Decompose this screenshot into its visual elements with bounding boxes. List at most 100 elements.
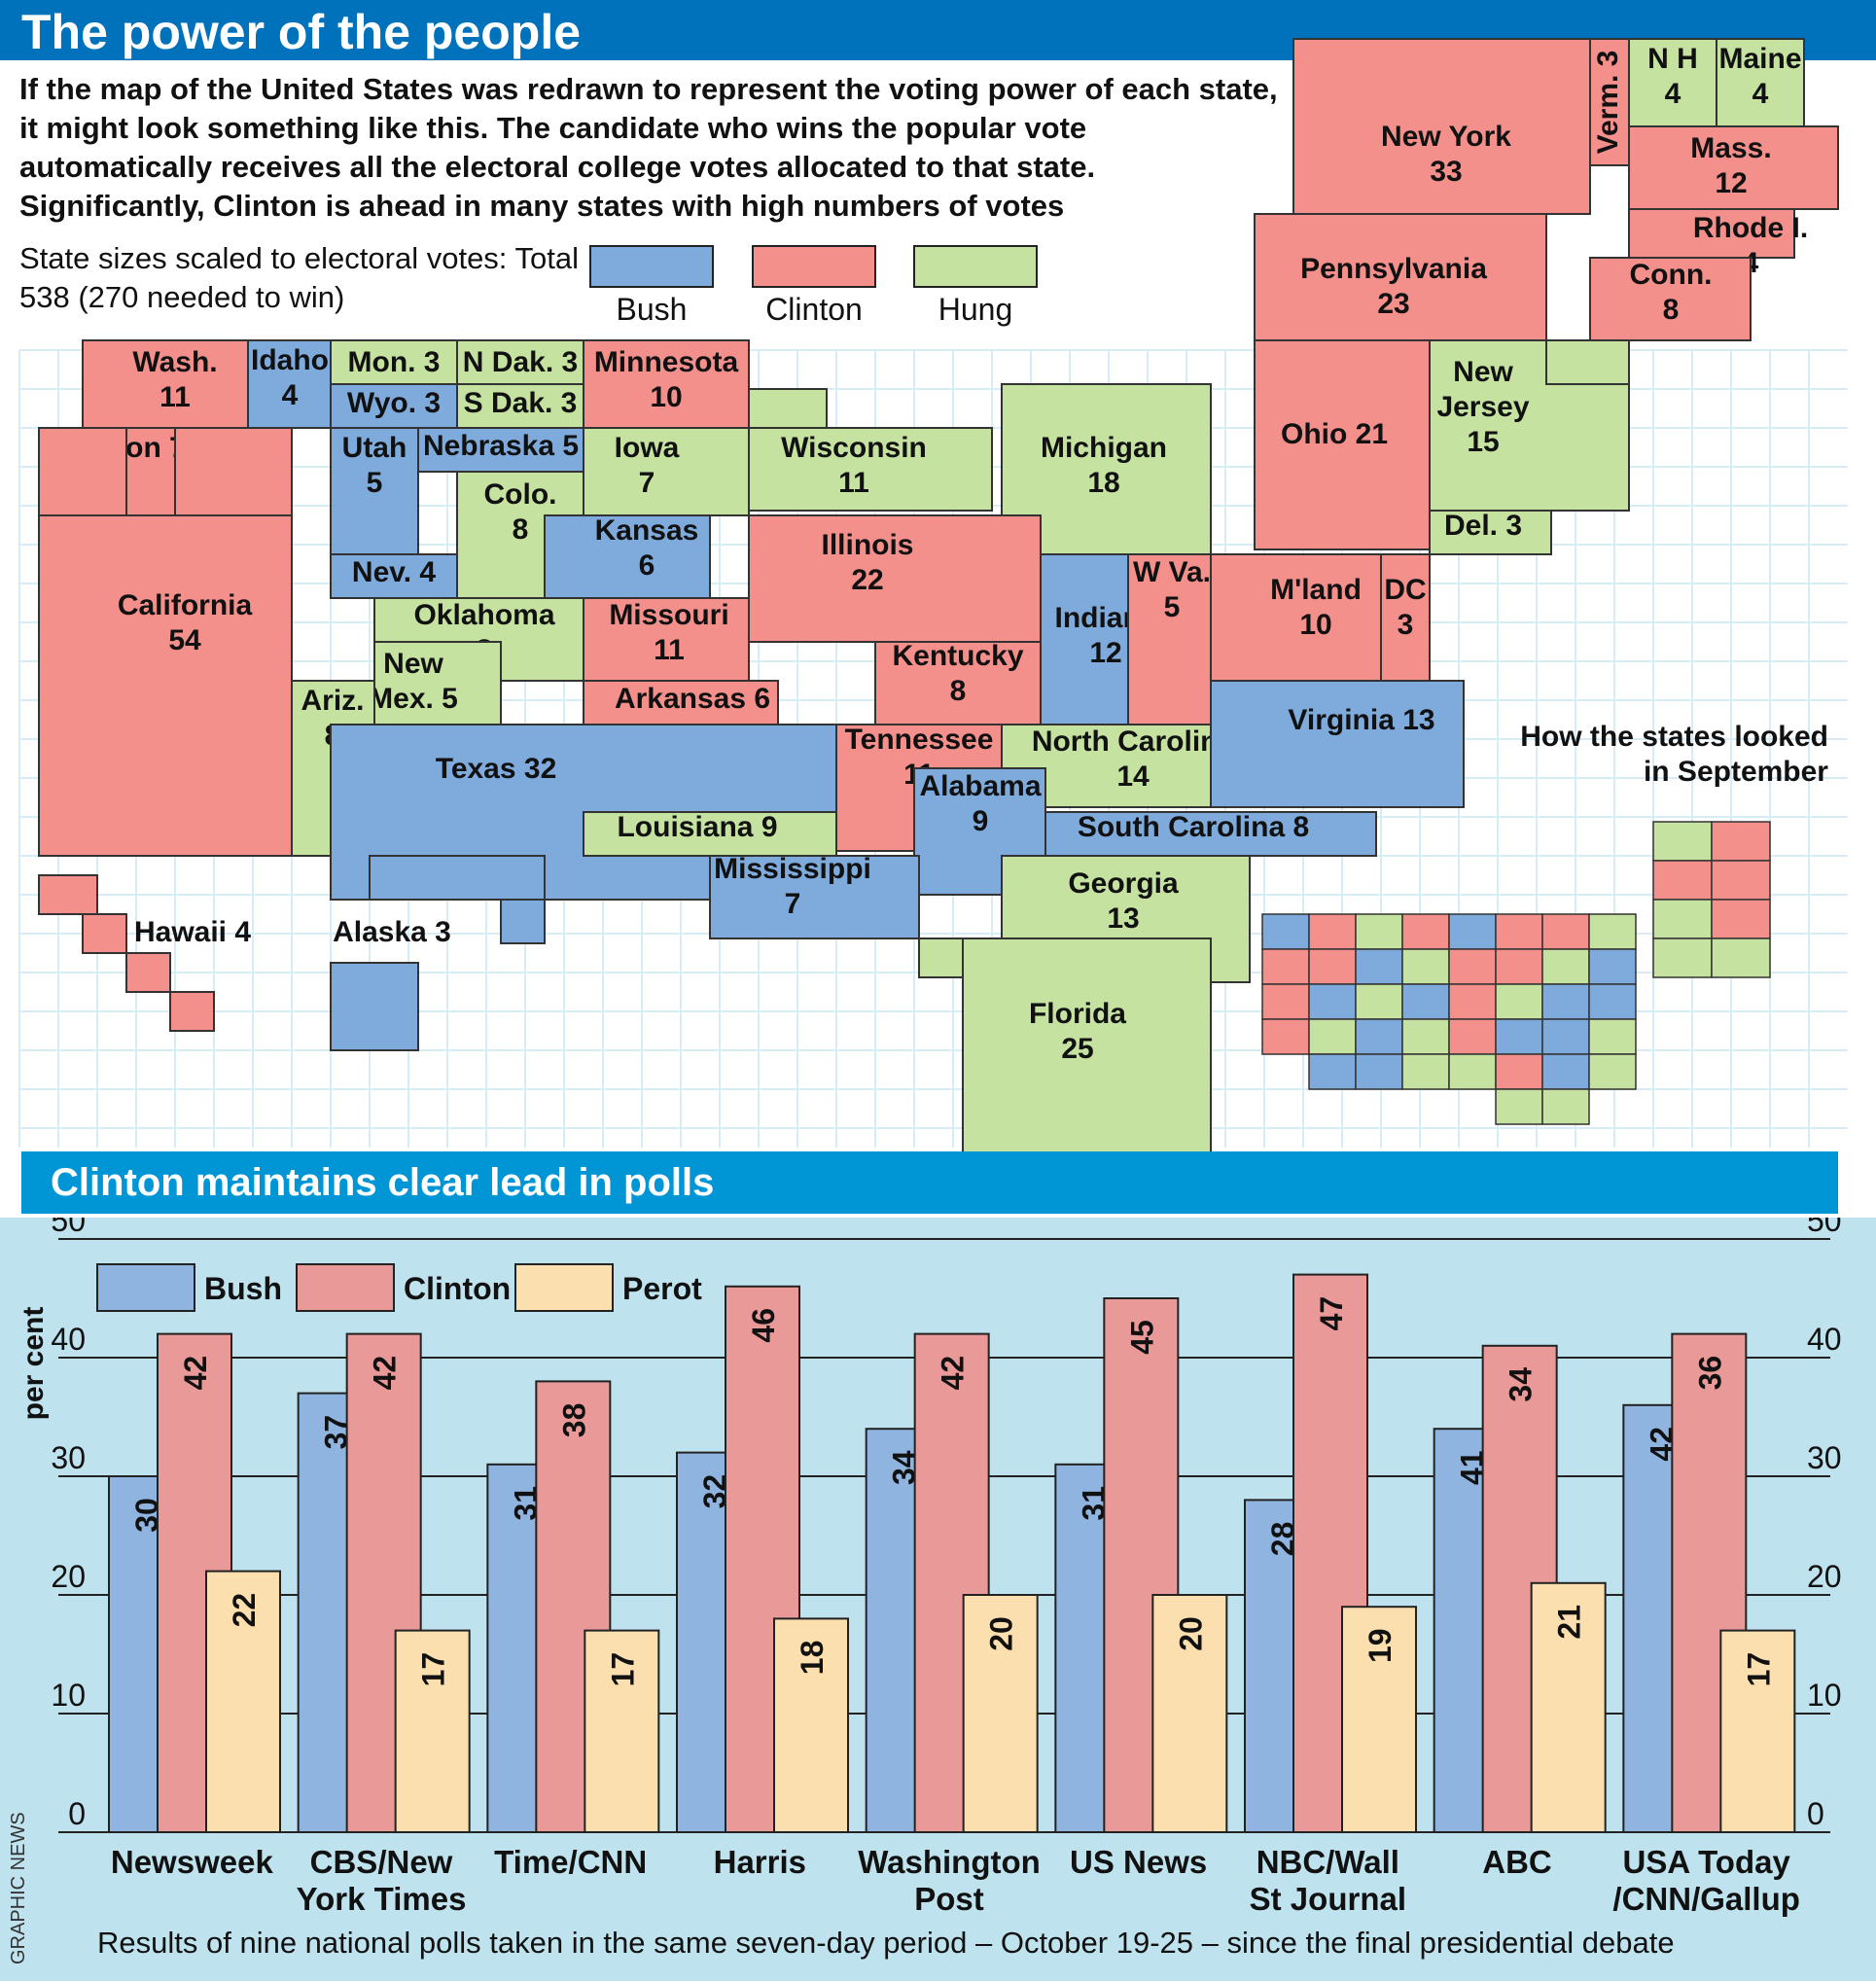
state-shape-nebraska (417, 427, 584, 473)
state-label-louisiana: Louisiana 9 (617, 811, 777, 843)
state-newyork: New York 33 (1292, 38, 1591, 215)
bar-label-perot-7: 19 (1363, 1628, 1398, 1663)
state-shape-wisconsin-1 (748, 388, 828, 429)
state-mland: M'land 10 (1210, 553, 1382, 682)
y-tick-left-30: 30 (51, 1440, 86, 1475)
state-shape-mass (1628, 125, 1839, 210)
state-shape-virginia (1210, 680, 1465, 808)
state-label-maine: Maine 4 (1718, 43, 1801, 110)
state-label-florida: Florida 25 (1029, 998, 1126, 1065)
state-mass: Mass. 12 (1628, 125, 1839, 210)
title-bar: The power of the people (0, 0, 1876, 60)
bar-label-perot-2: 17 (416, 1652, 451, 1687)
y-tick-left-20: 20 (51, 1559, 86, 1594)
bar-perot-9 (1719, 1629, 1796, 1833)
map-states: Wash. 11 Idaho 4 Mon. 3 N Dak. 3 Minnesota 10 Wy… (38, 38, 1839, 1197)
bar-label-clinton-9: 36 (1692, 1356, 1727, 1391)
bar-label-perot-3: 17 (605, 1652, 640, 1687)
state-shape-arkansas (583, 680, 779, 725)
y-tick-right-20: 20 (1807, 1559, 1842, 1594)
bar-label-clinton-8: 34 (1504, 1367, 1539, 1402)
legend-swatch-hung (913, 245, 1038, 288)
state-sdak: S Dak. 3 (456, 383, 584, 429)
state-label-colo: Colo. 8 (484, 478, 557, 546)
state-shape-ohio (1254, 339, 1431, 550)
state-shape-wva (1127, 553, 1212, 725)
bar-label-perot-1: 22 (227, 1593, 262, 1628)
x-category-3: Time/CNN (494, 1844, 647, 1880)
electoral-map: Wash. 11 Idaho 4 Mon. 3 N Dak. 3 Minnesota 10 Wy… (18, 38, 1848, 1197)
x-category-9: USA Today/CNN/Gallup (1612, 1844, 1800, 1917)
poll-bar-chart: 0 0 10 10 20 20 30 30 40 40 50 50 per cent Bush Clinto… (18, 1218, 1842, 1917)
x-category-7: NBC/Wall St Journal (1250, 1844, 1406, 1917)
state-label-ohio: Ohio 21 (1281, 418, 1388, 450)
state-newjersey: New Jersey 15 (1429, 339, 1630, 512)
legend-label-hung: Hung (938, 292, 1013, 327)
state-label-wash: Wash. 11 (132, 346, 217, 413)
state-shape-nh (1628, 38, 1717, 127)
state-label-california: California 54 (118, 589, 253, 656)
state-label-dc: DC 3 (1384, 574, 1426, 641)
footnote: Results of nine national polls taken in … (97, 1926, 1675, 1960)
state-shape-california-1 (38, 427, 127, 516)
state-label-newjersey: New Jersey 15 (1436, 356, 1529, 458)
state-nebraska: Nebraska 5 (417, 427, 584, 473)
state-label-mass: Mass. 12 (1690, 132, 1771, 199)
legend-swatch-bush (589, 245, 714, 288)
state-shape-hawaii-2 (125, 952, 171, 993)
y-tick-right-0: 0 (1807, 1796, 1824, 1831)
state-label-verm: Verm. 3 (1592, 51, 1624, 155)
bar-perot-2 (394, 1629, 471, 1833)
state-label-nebraska: Nebraska 5 (423, 430, 579, 462)
state-del: Del. 3 (1429, 510, 1552, 555)
bar-perot-1 (205, 1570, 281, 1833)
state-kentucky: Kentucky 8 (874, 640, 1042, 725)
chart-bars: 3042223742173138173246183442203145202847… (108, 1273, 1796, 1834)
state-newmex: New Mex. 5 (369, 641, 502, 725)
state-louisiana: Louisiana 9 (583, 811, 837, 857)
legend-key-bush (96, 1263, 195, 1312)
bar-label-perot-6: 20 (1173, 1616, 1208, 1651)
state-shape-dc (1380, 553, 1431, 682)
bar-label-perot-5: 20 (984, 1616, 1019, 1651)
state-alabama: Alabama 9 (913, 767, 1046, 896)
state-label-mon: Mon. 3 (348, 346, 441, 378)
bar-label-clinton-4: 46 (746, 1308, 781, 1343)
state-wyo: Wyo. 3 (330, 383, 458, 429)
state-label-alabama: Alabama 9 (919, 770, 1041, 837)
page-title: The power of the people (21, 5, 582, 59)
bar-label-clinton-7: 47 (1314, 1296, 1349, 1331)
state-label-iowa: Iowa 7 (615, 432, 680, 499)
x-category-6: US News (1070, 1844, 1207, 1880)
x-category-2: CBS/New York Times (297, 1844, 467, 1917)
state-label-nev: Nev. 4 (352, 556, 436, 588)
state-conn: Conn. 8 (1589, 257, 1752, 341)
y-tick-left-40: 40 (51, 1322, 86, 1357)
state-shape-utah (330, 427, 419, 555)
state-shape-wisconsin (748, 427, 993, 512)
state-shape-verm (1589, 38, 1630, 166)
state-illinois: Illinois 22 (748, 514, 1042, 643)
state-shape-kansas (544, 514, 711, 599)
poll-chart-area: 0 0 10 10 20 20 30 30 40 40 50 50 per cent Bush Clinto… (0, 1218, 1876, 1981)
legend-label-perot: Perot (622, 1271, 702, 1306)
state-label-texas: Texas 32 (436, 753, 557, 785)
state-label-mississippi: Mississippi 7 (714, 853, 871, 920)
state-shape-illinois (748, 514, 1042, 643)
state-label-arkansas: Arkansas 6 (615, 683, 770, 715)
bar-perot-3 (584, 1629, 660, 1833)
bar-perot-8 (1530, 1581, 1607, 1833)
intro-text: If the map of the United States was redr… (19, 72, 1278, 223)
bar-label-clinton-1: 42 (178, 1356, 213, 1391)
state-label-newyork: New York 33 (1381, 121, 1511, 188)
x-category-1: Newsweek (111, 1844, 274, 1880)
state-idaho: Idaho 4 (247, 339, 332, 429)
state-maine: Maine 4 (1716, 38, 1805, 127)
state-label-utah: Utah 5 (342, 432, 407, 499)
state-shape-idaho (247, 339, 332, 429)
bar-label-perot-4: 18 (795, 1641, 830, 1676)
state-label-idaho: Idaho 4 (251, 344, 329, 411)
state-label-wyo: Wyo. 3 (347, 387, 441, 419)
